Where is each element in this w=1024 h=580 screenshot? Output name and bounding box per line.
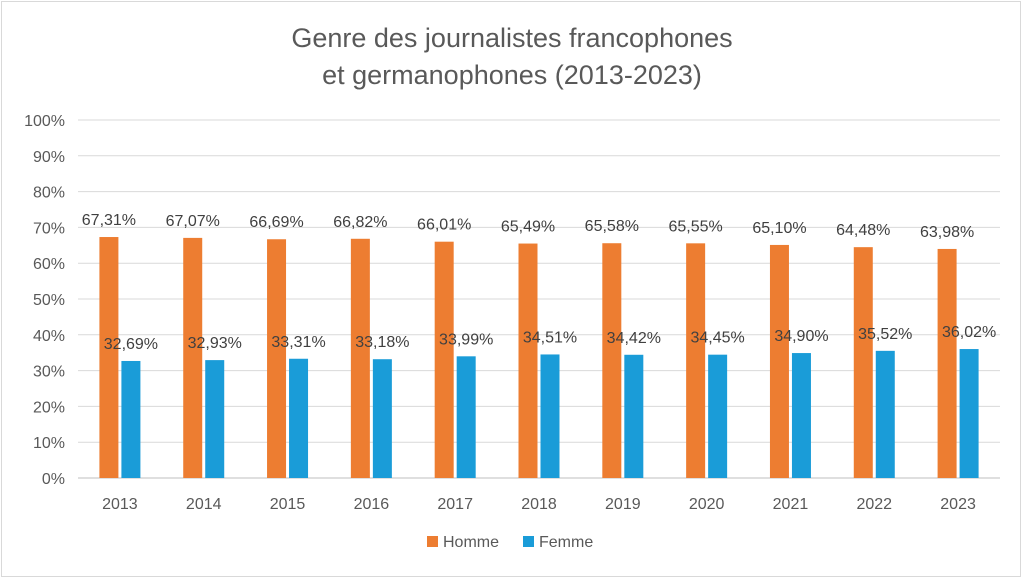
y-tick-label: 70% — [33, 220, 65, 237]
y-tick-label: 40% — [33, 328, 65, 345]
data-label-femme: 34,42% — [607, 330, 661, 347]
bar-femme — [624, 354, 644, 478]
y-tick-label: 60% — [33, 256, 65, 273]
y-tick-label: 20% — [33, 399, 65, 416]
x-tick-label: 2019 — [605, 496, 641, 513]
bar-homme — [434, 241, 454, 478]
data-label-femme: 32,69% — [104, 336, 158, 353]
bar-homme — [267, 239, 287, 478]
legend-swatch-homme — [427, 536, 438, 547]
data-label-femme: 33,99% — [439, 331, 493, 348]
data-label-homme: 64,48% — [836, 222, 890, 239]
legend-label-homme: Homme — [443, 534, 499, 551]
bar-femme — [205, 360, 225, 478]
data-label-femme: 35,52% — [858, 326, 912, 343]
data-label-femme: 32,93% — [188, 335, 242, 352]
x-tick-label: 2013 — [102, 496, 138, 513]
data-label-homme: 67,07% — [166, 213, 220, 230]
bar-homme — [686, 243, 706, 478]
bar-femme — [289, 358, 309, 478]
y-tick-label: 30% — [33, 364, 65, 381]
bar-homme — [99, 237, 119, 478]
bar-femme — [708, 354, 728, 478]
data-label-femme: 33,31% — [271, 334, 325, 351]
bar-homme — [769, 244, 789, 478]
data-label-homme: 65,10% — [752, 220, 806, 237]
bar-femme — [959, 349, 979, 478]
data-label-femme: 33,18% — [355, 334, 409, 351]
data-label-homme: 63,98% — [920, 224, 974, 241]
data-label-homme: 67,31% — [82, 212, 136, 229]
chart-title-line-2: et germanophones (2013-2023) — [322, 60, 702, 90]
data-label-homme: 66,01% — [417, 217, 471, 234]
x-tick-label: 2021 — [773, 496, 809, 513]
y-tick-label: 100% — [24, 113, 65, 130]
y-tick-label: 10% — [33, 435, 65, 452]
x-tick-label: 2017 — [437, 496, 473, 513]
data-label-femme: 34,51% — [523, 329, 577, 346]
bar-homme — [518, 243, 538, 478]
x-tick-label: 2015 — [270, 496, 306, 513]
bar-homme — [183, 237, 203, 478]
bar-homme — [602, 243, 622, 478]
data-label-homme: 65,55% — [669, 218, 723, 235]
legend-swatch-femme — [523, 536, 534, 547]
data-label-femme: 34,90% — [774, 328, 828, 345]
x-tick-label: 2014 — [186, 496, 222, 513]
bar-femme — [121, 360, 141, 478]
bar-femme — [540, 354, 560, 478]
data-label-homme: 65,58% — [585, 218, 639, 235]
bar-homme — [350, 238, 370, 478]
legend-label-femme: Femme — [539, 534, 593, 551]
chart-title-line-1: Genre des journalistes francophones — [291, 23, 732, 53]
data-label-homme: 66,82% — [333, 214, 387, 231]
bar-femme — [875, 350, 895, 478]
bar-femme — [372, 359, 392, 478]
data-label-femme: 36,02% — [942, 324, 996, 341]
bar-homme — [853, 247, 873, 478]
y-tick-label: 50% — [33, 292, 65, 309]
y-tick-label: 0% — [42, 471, 65, 488]
x-tick-label: 2020 — [689, 496, 725, 513]
data-label-femme: 34,45% — [691, 330, 745, 347]
x-tick-label: 2023 — [940, 496, 976, 513]
x-tick-label: 2016 — [354, 496, 390, 513]
y-tick-label: 80% — [33, 185, 65, 202]
x-tick-label: 2022 — [856, 496, 892, 513]
x-tick-label: 2018 — [521, 496, 557, 513]
data-label-homme: 66,69% — [249, 214, 303, 231]
bar-homme — [937, 248, 957, 478]
bar-femme — [791, 353, 811, 478]
data-label-homme: 65,49% — [501, 219, 555, 236]
y-tick-label: 90% — [33, 149, 65, 166]
bar-femme — [456, 356, 476, 478]
